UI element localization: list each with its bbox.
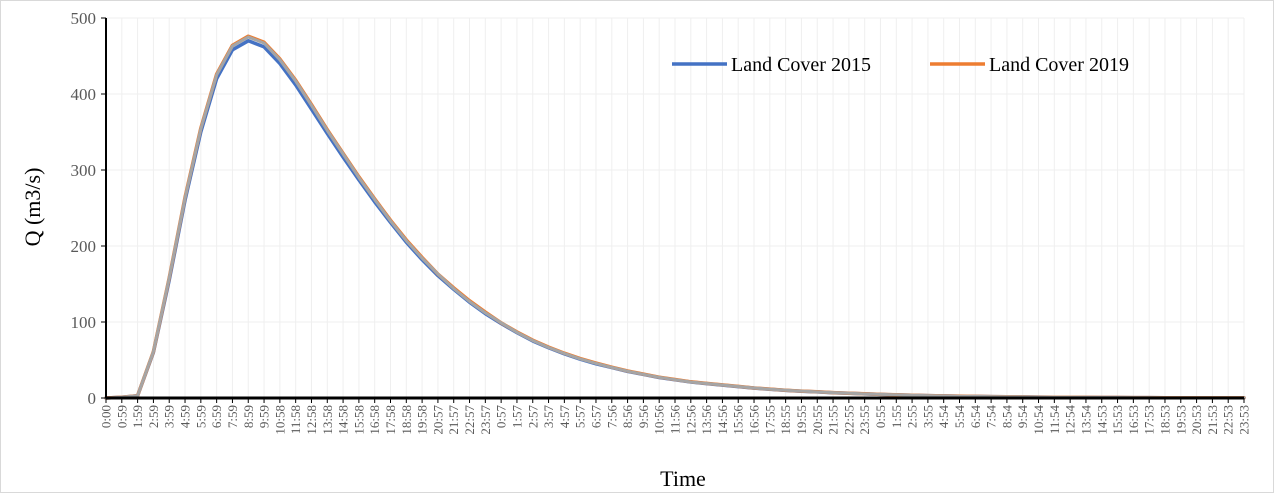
x-tick-label: 17:53 (1142, 405, 1157, 435)
y-tick-label: 100 (71, 313, 97, 332)
x-tick-label: 5:57 (573, 405, 588, 429)
y-tick-label: 200 (71, 237, 97, 256)
x-tick-label: 8:56 (620, 405, 635, 429)
x-tick-label: 4:57 (557, 405, 572, 429)
x-tick-label: 15:56 (731, 405, 746, 435)
legend: Land Cover 2015 Land Cover 2019 (672, 54, 1129, 76)
x-tick-label: 14:53 (1094, 405, 1109, 435)
y-tick-labels: 0 100 200 300 400 500 (71, 9, 97, 408)
x-tick-label: 20:57 (430, 405, 445, 435)
x-tick-label: 11:58 (288, 405, 303, 434)
x-tick-label: 18:58 (399, 405, 414, 435)
x-tick-label: 17:55 (762, 405, 777, 435)
x-tick-label: 3:57 (541, 405, 556, 429)
x-tick-label: 6:57 (588, 405, 603, 429)
x-tick-label: 9:54 (1015, 405, 1030, 429)
x-tick-label: 7:54 (984, 405, 999, 429)
x-tick-label: 1:55 (889, 405, 904, 428)
y-tick-label: 0 (88, 389, 97, 408)
x-tick-label: 5:59 (193, 405, 208, 428)
x-tick-label: 8:54 (999, 405, 1014, 429)
x-tick-label: 0:59 (114, 405, 129, 428)
x-tick-label: 8:59 (241, 405, 256, 428)
x-tick-label: 15:58 (351, 405, 366, 435)
x-tick-label: 20:55 (810, 405, 825, 435)
x-tick-label: 7:56 (604, 405, 619, 429)
x-tick-label: 1:57 (509, 405, 524, 429)
x-tick-label: 20:53 (1189, 405, 1204, 435)
legend-label-land-cover-2019: Land Cover 2019 (989, 54, 1129, 76)
x-tick-label: 3:59 (162, 405, 177, 428)
y-tick-label: 300 (71, 161, 97, 180)
x-tick-label: 14:56 (715, 405, 730, 435)
x-tick-label: 9:59 (257, 405, 272, 428)
x-tick-label: 16:56 (747, 405, 762, 435)
x-tick-label: 2:57 (525, 405, 540, 429)
x-tick-label: 7:59 (225, 405, 240, 428)
x-tick-label: 9:56 (636, 405, 651, 429)
x-tick-label: 19:53 (1173, 405, 1188, 435)
x-tick-label: 21:53 (1205, 405, 1220, 435)
x-tick-label: 6:54 (968, 405, 983, 429)
x-tick-label: 19:55 (794, 405, 809, 435)
x-tick-label: 2:59 (146, 405, 161, 428)
x-tick-label: 4:54 (936, 405, 951, 429)
x-tick-label: 13:54 (1078, 405, 1093, 435)
y-tick-label: 400 (71, 85, 97, 104)
x-tick-labels: 0:00 0:59 1:59 2:59 3:59 4:59 5:59 6:59 7:59 8:59… (99, 405, 1252, 435)
x-tick-label: 1:59 (130, 405, 145, 428)
x-tick-label: 6:59 (209, 405, 224, 428)
x-tick-label: 15:53 (1110, 405, 1125, 435)
x-tick-label: 11:54 (1047, 405, 1062, 435)
axes (101, 17, 1245, 403)
x-tick-label: 10:56 (652, 405, 667, 435)
x-tick-label: 18:53 (1157, 405, 1172, 435)
x-tick-label: 22:53 (1221, 405, 1236, 435)
x-tick-label: 23:55 (857, 405, 872, 435)
x-tick-label: 0:57 (494, 405, 509, 429)
x-tick-label: 21:55 (826, 405, 841, 435)
x-axis-title: Time (660, 466, 706, 491)
x-tick-label: 18:55 (778, 405, 793, 435)
x-tick-label: 10:58 (272, 405, 287, 435)
x-tick-label: 3:55 (920, 405, 935, 428)
x-tick-label: 17:58 (383, 405, 398, 435)
y-tick-label: 500 (71, 9, 97, 28)
x-tick-label: 4:59 (178, 405, 193, 428)
x-tick-label: 16:58 (367, 405, 382, 435)
x-tick-label: 0:55 (873, 405, 888, 428)
x-tick-label: 21:57 (446, 405, 461, 435)
x-tick-label: 13:56 (699, 405, 714, 435)
x-tick-label: 5:54 (952, 405, 967, 429)
x-tick-label: 12:56 (683, 405, 698, 435)
legend-label-land-cover-2015: Land Cover 2015 (731, 54, 871, 76)
y-axis-title: Q (m3/s) (20, 168, 45, 247)
x-tick-label: 0:00 (99, 405, 114, 428)
x-tick-label: 19:58 (415, 405, 430, 435)
x-tick-label: 22:55 (841, 405, 856, 435)
x-tick-label: 13:58 (320, 405, 335, 435)
x-tick-label: 14:58 (336, 405, 351, 435)
x-tick-label: 22:57 (462, 405, 477, 435)
x-tick-label: 11:56 (668, 405, 683, 435)
x-tick-label: 23:57 (478, 405, 493, 435)
x-tick-label: 10:54 (1031, 405, 1046, 435)
x-tick-label: 23:53 (1237, 405, 1252, 435)
x-tick-label: 12:54 (1063, 405, 1078, 435)
x-tick-label: 2:55 (905, 405, 920, 428)
x-tick-label: 12:58 (304, 405, 319, 435)
x-tick-label: 16:53 (1126, 405, 1141, 435)
